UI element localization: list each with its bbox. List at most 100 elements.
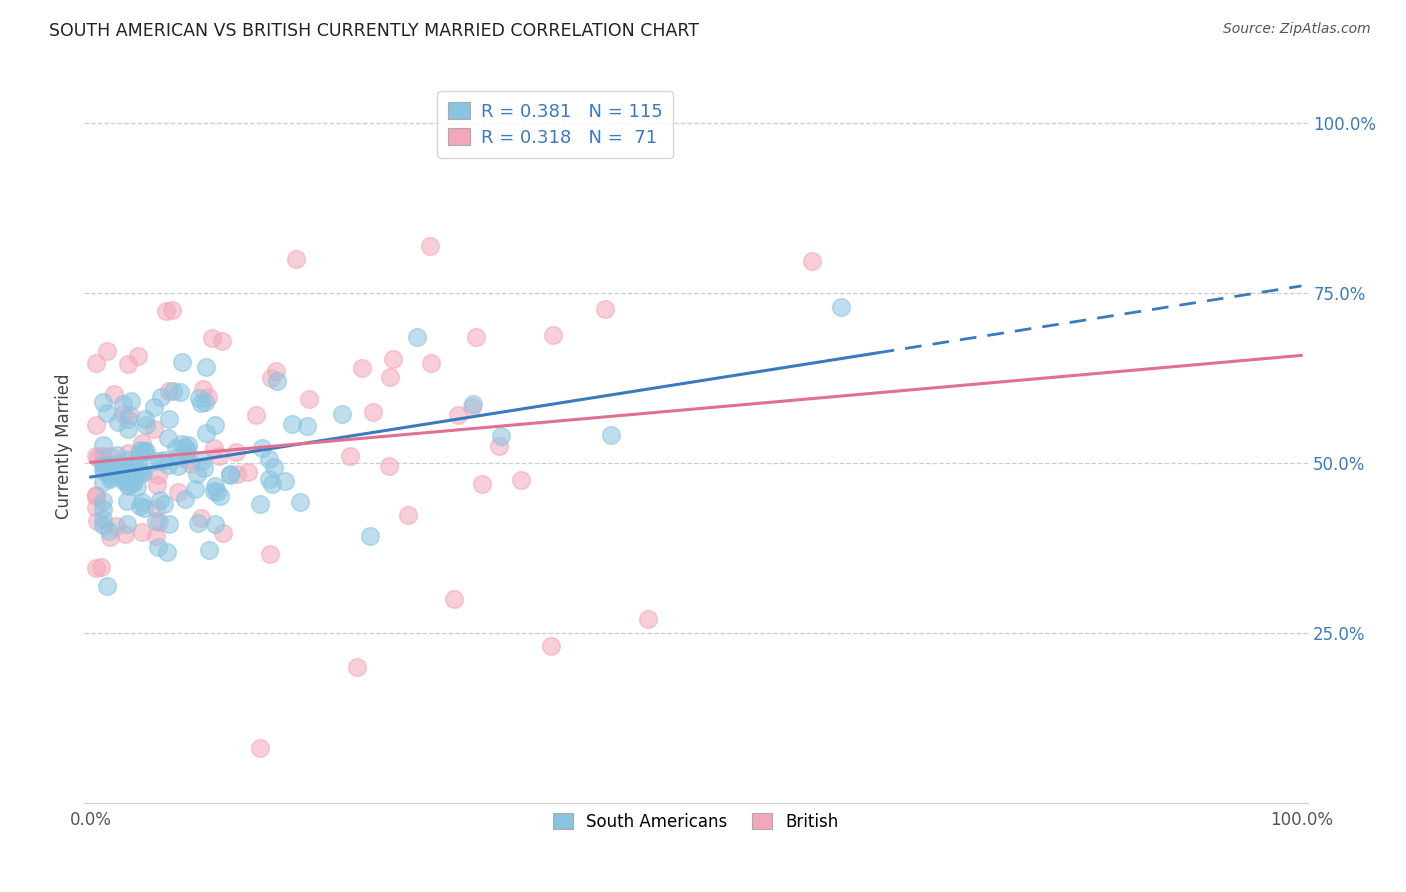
Point bbox=[91, 461, 114, 475]
Point bbox=[91, 502, 114, 516]
Point bbox=[118, 478, 141, 492]
Point bbox=[509, 474, 531, 488]
Point bbox=[143, 422, 166, 436]
Point bbox=[98, 450, 121, 464]
Point bbox=[290, 495, 312, 509]
Point bbox=[86, 489, 108, 503]
Point bbox=[98, 530, 121, 544]
Point bbox=[96, 344, 118, 359]
Point bbox=[153, 453, 176, 467]
Point bbox=[93, 464, 115, 478]
Point bbox=[176, 442, 198, 457]
Point bbox=[489, 429, 512, 443]
Point bbox=[128, 466, 150, 480]
Point bbox=[121, 476, 143, 491]
Point bbox=[114, 527, 136, 541]
Point bbox=[204, 418, 226, 433]
Point bbox=[194, 360, 217, 375]
Point bbox=[157, 431, 180, 445]
Point bbox=[146, 540, 169, 554]
Point bbox=[249, 497, 271, 511]
Point bbox=[174, 440, 197, 454]
Point bbox=[96, 460, 118, 475]
Point bbox=[443, 591, 465, 606]
Point bbox=[297, 392, 319, 406]
Point bbox=[191, 453, 214, 467]
Point bbox=[188, 392, 211, 406]
Point bbox=[177, 438, 200, 452]
Point bbox=[127, 480, 149, 494]
Point bbox=[346, 660, 368, 674]
Point bbox=[112, 397, 135, 411]
Point bbox=[359, 529, 381, 543]
Point bbox=[197, 390, 219, 404]
Point bbox=[330, 407, 353, 421]
Point bbox=[186, 467, 208, 481]
Point bbox=[190, 395, 212, 409]
Point bbox=[134, 412, 156, 426]
Point bbox=[143, 454, 166, 468]
Point bbox=[150, 390, 173, 404]
Point bbox=[153, 497, 176, 511]
Point bbox=[245, 409, 267, 423]
Point bbox=[285, 252, 308, 266]
Point bbox=[117, 516, 139, 531]
Point bbox=[218, 468, 240, 483]
Point bbox=[128, 447, 150, 461]
Point bbox=[117, 446, 139, 460]
Point bbox=[297, 419, 319, 434]
Point bbox=[157, 516, 180, 531]
Point bbox=[540, 640, 562, 654]
Point bbox=[155, 304, 177, 318]
Point bbox=[166, 450, 188, 464]
Point bbox=[86, 561, 108, 575]
Point bbox=[120, 460, 142, 475]
Point bbox=[149, 493, 172, 508]
Point bbox=[91, 457, 114, 471]
Point bbox=[259, 452, 281, 467]
Point bbox=[148, 515, 170, 529]
Point bbox=[204, 479, 226, 493]
Point bbox=[187, 516, 209, 530]
Point bbox=[98, 524, 121, 538]
Point bbox=[128, 499, 150, 513]
Point bbox=[172, 437, 194, 451]
Point bbox=[830, 300, 852, 314]
Point bbox=[103, 387, 125, 401]
Point bbox=[131, 524, 153, 539]
Point bbox=[541, 327, 564, 342]
Point bbox=[202, 442, 225, 456]
Point bbox=[264, 364, 287, 378]
Point bbox=[281, 417, 304, 431]
Point bbox=[104, 467, 127, 481]
Point bbox=[381, 352, 404, 367]
Point bbox=[128, 442, 150, 457]
Point bbox=[118, 408, 141, 422]
Point bbox=[114, 474, 136, 488]
Point bbox=[211, 334, 233, 348]
Point bbox=[134, 444, 156, 458]
Point bbox=[174, 452, 197, 467]
Point bbox=[114, 464, 136, 478]
Point bbox=[91, 512, 114, 526]
Point bbox=[162, 384, 184, 398]
Point bbox=[160, 303, 183, 318]
Point bbox=[120, 394, 142, 409]
Point bbox=[91, 449, 114, 463]
Point bbox=[157, 384, 180, 399]
Point bbox=[378, 458, 401, 473]
Point bbox=[157, 458, 180, 472]
Point bbox=[131, 435, 153, 450]
Point bbox=[259, 547, 281, 561]
Point bbox=[131, 495, 153, 509]
Point bbox=[117, 357, 139, 371]
Point bbox=[352, 361, 374, 376]
Point bbox=[193, 460, 215, 475]
Point bbox=[488, 439, 510, 453]
Point bbox=[122, 475, 145, 489]
Point bbox=[145, 501, 167, 516]
Point bbox=[263, 459, 285, 474]
Point bbox=[249, 741, 271, 756]
Point bbox=[257, 472, 280, 486]
Point bbox=[105, 519, 128, 533]
